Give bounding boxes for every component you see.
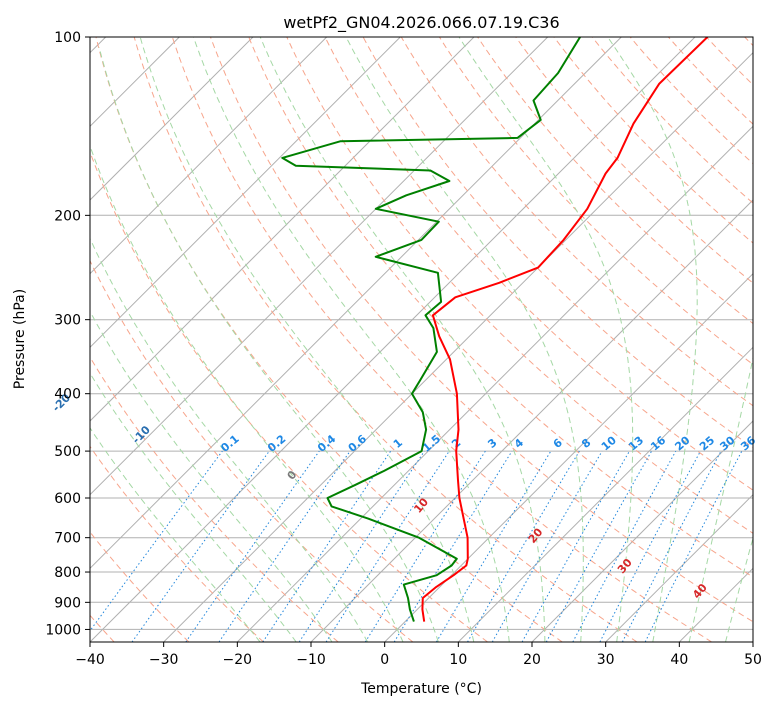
x-axis-ticks: −40 −30 −20 −10 0 10 20 30 40 50: [75, 642, 762, 668]
plot-background: [90, 37, 753, 642]
y-tick-label: 600: [54, 491, 81, 507]
x-tick-label: −10: [296, 652, 326, 668]
x-tick-label: 40: [670, 652, 688, 668]
mixing-ratio-line: [185, 450, 320, 642]
mixing-ratio-lines: [90, 450, 743, 642]
x-tick-label: −40: [75, 652, 105, 668]
isotherm-line: [90, 37, 328, 275]
mixing-ratio-line: [393, 450, 513, 642]
mixing-ratio-line: [435, 450, 552, 642]
mixing-ratio-line: [325, 450, 450, 642]
y-tick-label: 700: [54, 531, 81, 547]
isotherm-line: [90, 37, 622, 570]
isotherm-line: [90, 37, 696, 642]
isotherm-line: [531, 420, 753, 642]
isotherm-line: [90, 37, 549, 496]
x-tick-label: 30: [597, 652, 615, 668]
sounding-series: [281, 37, 709, 622]
y-tick-label: 800: [54, 565, 81, 581]
mixing-ratio-line: [491, 450, 603, 642]
plot-frame: [89, 36, 754, 643]
moist-adiabat-line: [259, 37, 546, 642]
moist-adiabat-line: [192, 37, 510, 642]
x-tick-label: −20: [223, 652, 253, 668]
dry-adiabat-line: [477, 37, 753, 325]
dry-adiabat-line: [362, 37, 753, 449]
y-tick-label: 500: [54, 444, 81, 460]
y-tick-label: 100: [54, 30, 81, 46]
moist-adiabat-line: [607, 37, 698, 642]
isotherm-line: [90, 37, 401, 349]
mixing-ratio-line: [131, 450, 270, 642]
isotherm-line: [236, 125, 753, 642]
moist-adiabats: [90, 37, 753, 642]
x-tick-label: 50: [744, 652, 762, 668]
moist-adiabat-line: [725, 536, 753, 642]
temperature-profile-line: [421, 37, 709, 622]
dry-adiabat-line: [171, 37, 712, 642]
y-tick-label: 1000: [45, 622, 81, 638]
mixing-ratio-line: [364, 450, 486, 642]
moist-adiabat-line: [688, 355, 753, 642]
mixing-ratio-line: [521, 450, 630, 642]
x-tick-label: 20: [523, 652, 541, 668]
isotherm-grid: [90, 37, 753, 642]
chart-title: wetPf2_GN04.2026.066.07.19.C36: [283, 13, 559, 33]
isotherm-line: [90, 37, 475, 422]
dry-adiabat-line: [629, 37, 753, 165]
mixing-ratio-line: [218, 450, 351, 642]
y-axis-ticks: 100 200 300 400 500 600 700 800 900 1000: [45, 30, 90, 638]
isotherm-line: [457, 346, 753, 642]
moist-adiabat-line: [345, 37, 584, 642]
moist-adiabat-line: [90, 372, 297, 642]
isobar-grid: [90, 37, 753, 630]
dry-adiabat-line: [210, 37, 753, 623]
dry-adiabat-line: [591, 37, 753, 204]
isotherm-line: [384, 272, 753, 642]
y-tick-label: 900: [54, 595, 81, 611]
dry-adiabat-line: [90, 445, 264, 642]
moist-adiabat-line: [458, 37, 634, 642]
y-tick-label: 300: [54, 313, 81, 329]
y-tick-label: 200: [54, 208, 81, 224]
dry-adiabat-line: [324, 37, 753, 491]
dry-adiabat-line: [248, 37, 753, 578]
dewpoint-profile-line: [281, 37, 581, 622]
mixing-ratio-line: [545, 450, 653, 642]
isotherm-line: [605, 493, 753, 642]
isotherm-line: [163, 51, 753, 642]
x-tick-label: 10: [449, 652, 467, 668]
moist-adiabat-line: [139, 37, 475, 642]
mixing-ratio-line: [467, 450, 580, 642]
moist-adiabat-line: [90, 310, 333, 642]
isotherm-line: [90, 37, 254, 201]
mixing-ratio-line: [90, 450, 223, 632]
x-axis-label: Temperature (°C): [360, 681, 482, 697]
x-tick-label: 0: [380, 652, 389, 668]
moist-adiabat-line: [90, 144, 404, 642]
mixing-ratio-line: [572, 450, 677, 642]
y-tick-label: 400: [54, 387, 81, 403]
moist-adiabat-line: [90, 427, 261, 642]
dry-adiabat-line: [400, 37, 753, 407]
dry-adiabat-line: [515, 37, 753, 284]
y-axis-label: Pressure (hPa): [12, 289, 28, 389]
dry-adiabat-line: [133, 37, 638, 642]
x-tick-label: −30: [149, 652, 179, 668]
